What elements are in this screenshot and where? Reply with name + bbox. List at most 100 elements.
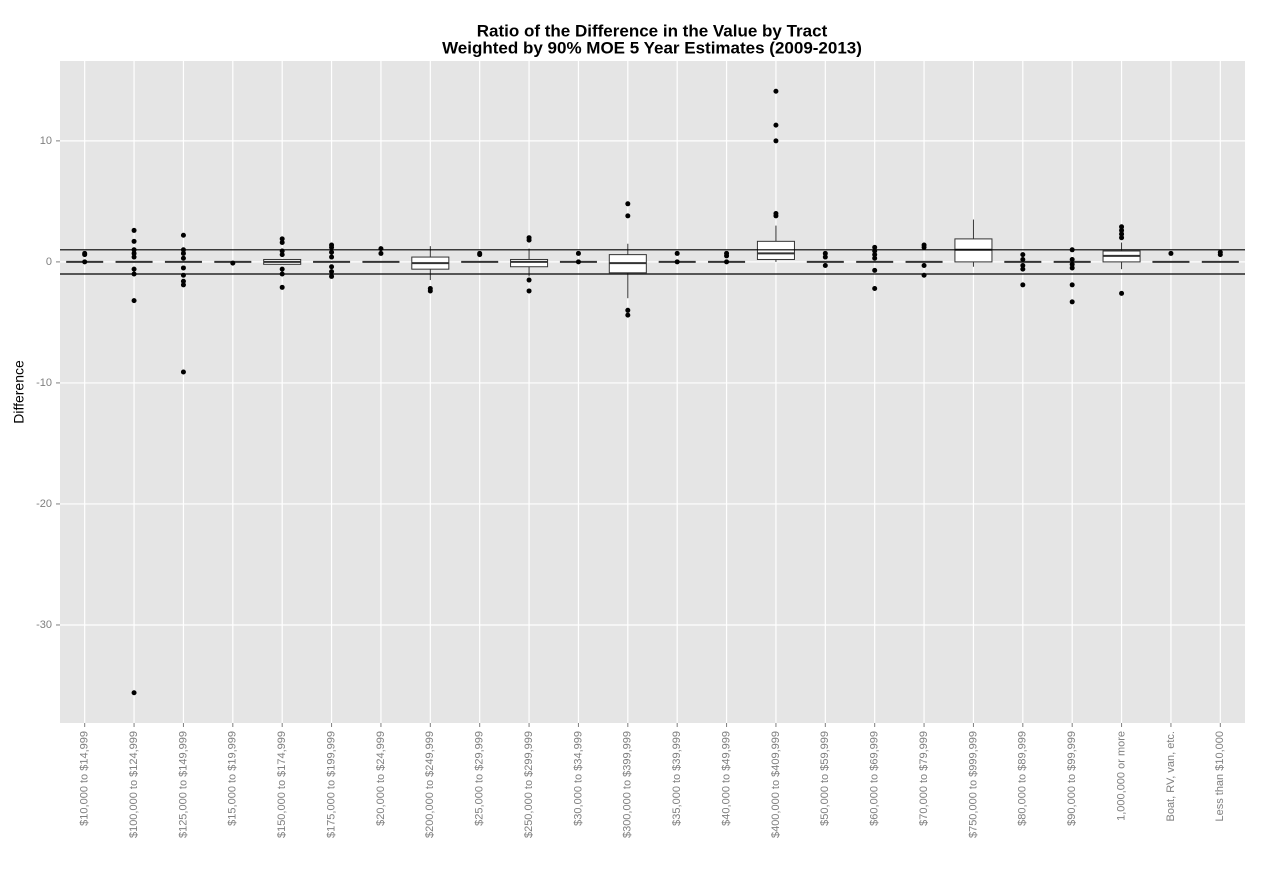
outlier — [921, 244, 927, 250]
x-tick-label: Boat, RV, van, etc. — [1165, 731, 1177, 822]
outlier — [1069, 261, 1075, 267]
outlier — [822, 263, 828, 269]
outlier — [773, 138, 779, 144]
x-tick-label: $35,000 to $39,999 — [671, 731, 683, 826]
outlier — [329, 269, 335, 275]
outlier — [329, 249, 335, 255]
outlier — [279, 240, 285, 246]
box — [510, 258, 549, 268]
x-tick-label: $10,000 to $14,999 — [79, 731, 91, 826]
chart-title: Ratio of the Difference in the Value by … — [477, 21, 828, 40]
outlier — [131, 690, 137, 696]
outlier — [674, 259, 680, 265]
outlier — [131, 238, 137, 244]
x-tick-label: Less than $10,000 — [1214, 731, 1226, 822]
outlier — [279, 284, 285, 290]
outlier — [872, 244, 878, 250]
outlier — [279, 252, 285, 258]
x-tick-label: $250,000 to $299,999 — [523, 731, 535, 838]
outlier — [1069, 256, 1075, 262]
outlier — [329, 273, 335, 279]
outlier — [625, 307, 631, 313]
outlier — [1020, 282, 1026, 288]
outlier — [82, 259, 88, 265]
outlier — [180, 369, 186, 375]
outlier — [131, 254, 137, 260]
outlier — [1069, 282, 1075, 288]
x-tick-label: $150,000 to $174,999 — [276, 731, 288, 838]
outlier — [329, 264, 335, 270]
chart-subtitle: Weighted by 90% MOE 5 Year Estimates (20… — [442, 38, 862, 57]
outlier — [575, 259, 581, 265]
y-tick-label: -20 — [36, 498, 52, 510]
outlier — [1119, 290, 1125, 296]
outlier — [872, 286, 878, 292]
x-tick-label: $90,000 to $99,999 — [1066, 731, 1078, 826]
outlier — [329, 254, 335, 260]
panel-background — [60, 61, 1245, 723]
outlier — [674, 250, 680, 256]
x-tick-label: $60,000 to $69,999 — [869, 731, 881, 826]
outlier — [872, 267, 878, 273]
outlier — [625, 201, 631, 207]
x-tick-label: $100,000 to $124,999 — [128, 731, 140, 838]
x-tick-label: $25,000 to $29,999 — [474, 731, 486, 826]
outlier — [131, 250, 137, 256]
outlier — [872, 255, 878, 261]
outlier — [526, 288, 532, 294]
outlier — [1119, 227, 1125, 233]
outlier — [1069, 299, 1075, 305]
x-tick-label: $200,000 to $249,999 — [424, 731, 436, 838]
outlier — [131, 266, 137, 272]
outlier — [1119, 224, 1125, 230]
outlier — [1020, 252, 1026, 258]
y-tick-label: -30 — [36, 619, 52, 631]
outlier — [378, 250, 384, 256]
outlier — [773, 88, 779, 94]
x-tick-label: $300,000 to $399,999 — [622, 731, 634, 838]
outlier — [230, 260, 236, 266]
outlier — [625, 213, 631, 219]
outlier — [872, 252, 878, 258]
outlier — [82, 252, 88, 258]
outlier — [329, 244, 335, 250]
outlier — [1119, 235, 1125, 241]
y-tick-label: 10 — [40, 135, 52, 147]
outlier — [477, 252, 483, 258]
x-tick-label: $30,000 to $34,999 — [572, 731, 584, 826]
x-tick-label: $125,000 to $149,999 — [177, 731, 189, 838]
outlier — [921, 263, 927, 269]
x-tick-label: $175,000 to $199,999 — [325, 731, 337, 838]
y-tick-label: -10 — [36, 377, 52, 389]
x-tick-label: $15,000 to $19,999 — [227, 731, 239, 826]
outlier — [1020, 263, 1026, 269]
outlier — [773, 122, 779, 128]
outlier — [1020, 266, 1026, 272]
outlier — [1069, 265, 1075, 271]
outlier — [180, 232, 186, 238]
box — [756, 240, 795, 260]
outlier — [131, 227, 137, 233]
outlier — [724, 259, 730, 265]
outlier — [180, 250, 186, 256]
outlier — [180, 255, 186, 261]
outlier — [180, 278, 186, 284]
outlier — [131, 298, 137, 304]
y-tick-label: 0 — [46, 256, 52, 268]
x-tick-label: $80,000 to $89,999 — [1017, 731, 1029, 826]
outlier — [822, 254, 828, 260]
x-tick-label: $750,000 to $999,999 — [967, 731, 979, 838]
outlier — [773, 213, 779, 219]
outlier — [1168, 250, 1174, 256]
outlier — [1217, 252, 1223, 258]
x-tick-label: $400,000 to $409,999 — [770, 731, 782, 838]
outlier — [180, 282, 186, 288]
x-tick-label: $20,000 to $24,999 — [375, 731, 387, 826]
y-axis-label: Difference — [11, 360, 27, 424]
outlier — [575, 250, 581, 256]
outlier — [1119, 231, 1125, 237]
outlier — [427, 288, 433, 294]
outlier — [279, 266, 285, 272]
outlier — [724, 253, 730, 259]
